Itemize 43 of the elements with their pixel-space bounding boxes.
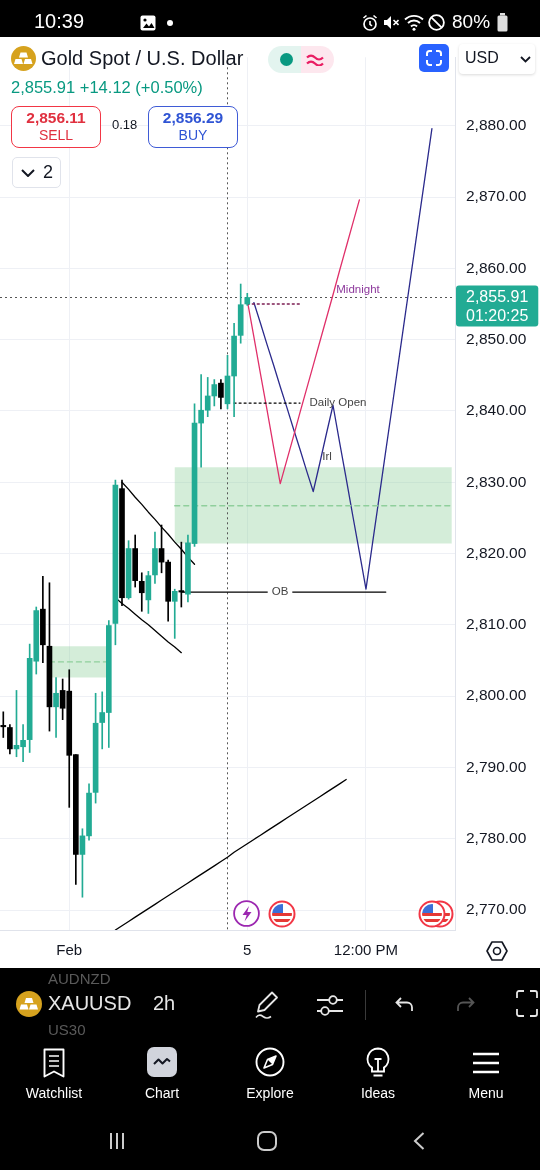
ref-line-label: 2,855.91 xyxy=(466,287,529,305)
text: Menu xyxy=(468,1085,504,1101)
annotation: Daily Open xyxy=(309,396,367,409)
annotation: Irl xyxy=(322,449,332,462)
annotation: SELL xyxy=(38,127,74,143)
text: XAUUSD xyxy=(48,992,132,1015)
y-tick-label: 2,810.00 xyxy=(466,615,527,633)
text: US30 xyxy=(48,1021,86,1038)
y-tick-label: 2,790.00 xyxy=(466,757,527,775)
y-tick-label: 2,770.00 xyxy=(466,900,527,918)
chart-title: Gold Spot / U.S. Dollar xyxy=(41,47,244,70)
text: AUDNZD xyxy=(48,970,111,987)
y-tick-label: 2,880.00 xyxy=(466,116,527,134)
candlestick xyxy=(171,588,178,639)
annotation: BUY xyxy=(178,127,208,143)
text: Ideas xyxy=(360,1085,396,1101)
text: Chart xyxy=(144,1085,180,1101)
annotation: Midnight xyxy=(336,283,381,296)
candlestick xyxy=(53,677,59,738)
annotation: 2,856.11 xyxy=(26,109,86,127)
text: Watchlist xyxy=(25,1085,83,1101)
y-tick-label: 2,820.00 xyxy=(466,543,527,561)
y-tick-label: 2,800.00 xyxy=(466,686,527,704)
text: 80% xyxy=(452,11,491,33)
y-tick-label: 2,840.00 xyxy=(466,401,527,419)
annotation: 0.18 xyxy=(112,117,138,132)
y-tick-label: 2,780.00 xyxy=(466,829,527,847)
text: 01:20:25 xyxy=(466,306,529,324)
text: 2,855.91 +14.12 (+0.50%) xyxy=(11,78,203,97)
x-tick-label: 5 xyxy=(243,941,252,959)
text: Explore xyxy=(246,1085,294,1101)
y-tick-label: 2,850.00 xyxy=(466,329,527,347)
y-tick-label: 2,860.00 xyxy=(466,258,527,276)
x-tick-label: Feb xyxy=(56,941,83,959)
x-tick-label: 12:00 PM xyxy=(333,941,399,959)
y-tick-label: 2,830.00 xyxy=(466,472,527,490)
annotation: 2,856.29 xyxy=(162,109,224,127)
y-tick-label: 2,870.00 xyxy=(466,187,527,205)
text: 2h xyxy=(153,992,176,1015)
candlestick xyxy=(0,711,7,738)
annotation: 2 xyxy=(43,162,54,183)
text: USD xyxy=(465,49,499,67)
text: 10:39 xyxy=(34,10,85,33)
